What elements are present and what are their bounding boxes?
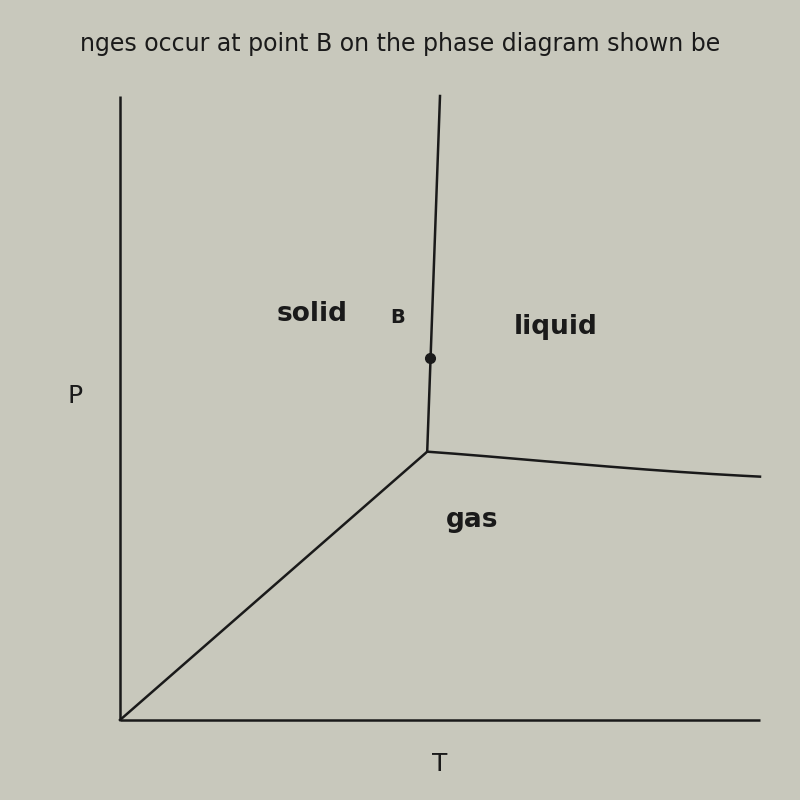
Text: P: P bbox=[68, 383, 82, 407]
Text: B: B bbox=[390, 308, 405, 327]
Text: T: T bbox=[432, 752, 448, 776]
Text: solid: solid bbox=[277, 302, 347, 327]
Text: gas: gas bbox=[446, 507, 498, 534]
Text: liquid: liquid bbox=[514, 314, 597, 340]
Text: nges occur at point B on the phase diagram shown be: nges occur at point B on the phase diagr… bbox=[80, 32, 720, 56]
